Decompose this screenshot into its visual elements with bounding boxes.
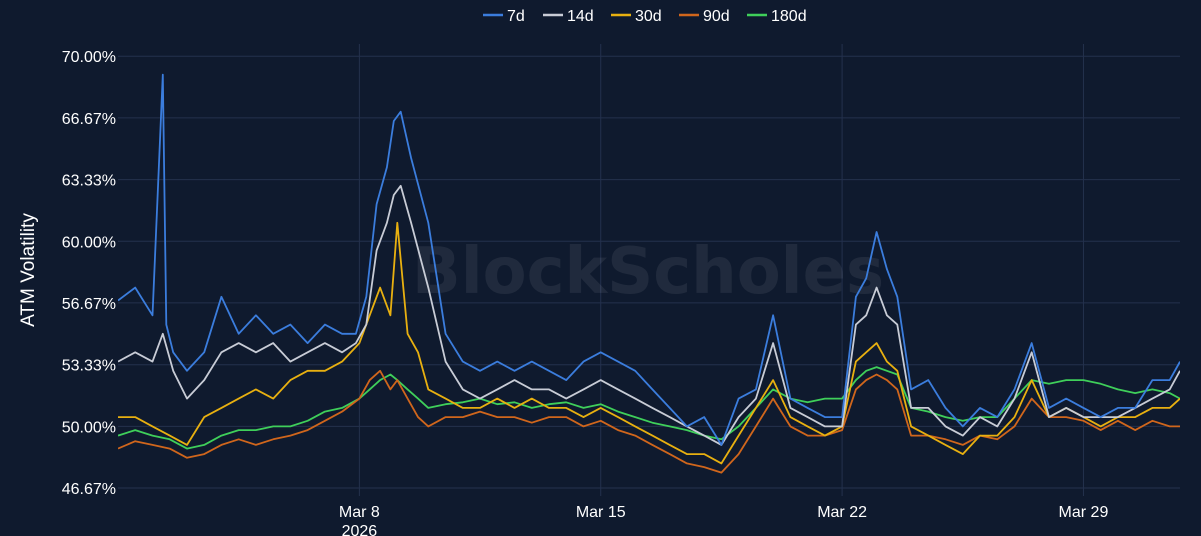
watermark: BlockScholes (412, 235, 884, 309)
y-tick-label: 46.67% (62, 481, 116, 498)
series-line-14d (118, 184, 1180, 446)
legend-item-30d[interactable]: 30d (611, 8, 662, 25)
y-tick-label: 50.00% (62, 419, 116, 436)
x-tick-label: Mar 29 (1059, 504, 1109, 521)
series-line-7d (118, 73, 1180, 446)
series-line-180d (118, 366, 1180, 450)
x-tick-sublabel: 2026 (342, 523, 378, 536)
legend-item-180d[interactable]: 180d (747, 8, 807, 25)
legend-label: 90d (703, 8, 730, 25)
chart-legend[interactable]: 7d 14d 30d 90d 180d (483, 8, 807, 25)
y-axis-label: ATM Volatility (18, 213, 39, 327)
legend-label: 7d (507, 8, 525, 25)
x-tick-label: Mar 22 (817, 504, 867, 521)
series-line-30d (118, 221, 1180, 465)
y-tick-label: 53.33% (62, 358, 116, 375)
legend-label: 30d (635, 8, 662, 25)
y-tick-label: 63.33% (62, 173, 116, 190)
y-tick-label: 66.67% (62, 111, 116, 128)
series-line-90d (118, 369, 1180, 474)
legend-item-7d[interactable]: 7d (483, 8, 525, 25)
x-tick-label: Mar 8 (339, 504, 380, 521)
plot-area (118, 73, 1180, 474)
legend-item-90d[interactable]: 90d (679, 8, 730, 25)
legend-item-14d[interactable]: 14d (543, 8, 594, 25)
y-axis-ticks: 70.00% 66.67% 63.33% 60.00% 56.67% 53.33% 50.0… (62, 49, 116, 498)
y-tick-label: 70.00% (62, 49, 116, 66)
legend-label: 180d (771, 8, 807, 25)
x-tick-label: Mar 15 (576, 504, 626, 521)
x-axis-ticks: Mar 8 2026 Mar 15 Mar 22 Mar 29 (339, 504, 1109, 536)
y-tick-label: 56.67% (62, 296, 116, 313)
y-tick-label: 60.00% (62, 234, 116, 251)
chart-grid (118, 44, 1180, 496)
legend-label: 14d (567, 8, 594, 25)
